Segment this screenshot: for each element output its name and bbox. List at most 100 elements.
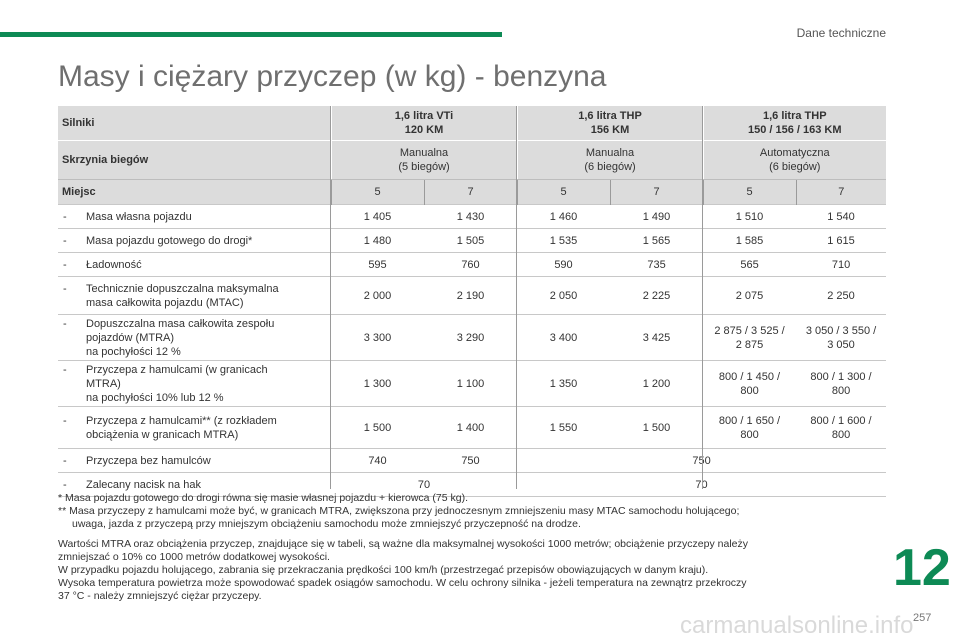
top-accent-bar [0,32,502,37]
table-row: -Zalecany nacisk na hak 70 70 [58,472,887,497]
value-cell: 1 535 [517,228,610,253]
value-cell: 1 200 [610,360,704,407]
value-cell: 1 400 [424,406,517,449]
gearbox-header: Manualna (5 biegów) [331,140,518,180]
value-cell: 1 350 [517,360,610,407]
row-label: Silniki [58,106,332,141]
column-divider [516,106,517,489]
table-row: - Dopuszczalna masa całkowita zespołu poja… [58,314,887,361]
chapter-number: 12 [893,539,951,597]
engine-header: 1,6 litra VTi 120 KM [331,106,518,141]
row-label: - Ładowność [58,252,331,277]
page-number: 257 [913,612,932,624]
row-label: - Zalecany nacisk na hak [58,472,331,497]
row-label: - Masa własna pojazdu [58,204,331,229]
seats-cell: 7 [610,179,704,205]
row-label: - Przyczepa z hamulcami (w granicach MTRA)… [58,360,331,407]
value-cell: 1 565 [610,228,704,253]
value-cell: 735 [610,252,704,277]
row-label: - Dopuszczalna masa całkowita zespołu poja… [58,314,331,361]
value-cell: 800 / 1 600 /800 [796,406,887,449]
value-cell: 1 480 [331,228,424,253]
value-cell: 590 [517,252,610,277]
footnotes: * Masa pojazdu gotowego do drogi równa s… [58,492,888,603]
value-cell: 2 225 [610,276,704,315]
watermark: carmanualsonline.info [680,612,914,639]
note-paragraph: Wysoka temperatura powietrza może spowod… [58,577,747,589]
value-cell: 70 [331,472,517,497]
value-cell: 3 050 / 3 550 /3 050 [796,314,887,361]
column-divider [330,106,331,489]
value-cell: 2 875 / 3 525 /2 875 [703,314,797,361]
section-name: Dane techniczne [796,26,886,40]
row-label: Skrzynia biegów [58,140,332,180]
engine-header: 1,6 litra THP 150 / 156 / 163 KM [703,106,887,141]
value-cell: 800 / 1 300 /800 [796,360,887,407]
table-row: - Przyczepa z hamulcami** (z rozkładem obc… [58,406,887,449]
seats-cell: 5 [703,179,797,205]
seats-cell: 5 [517,179,611,205]
value-cell: 1 505 [424,228,517,253]
value-cell: 565 [703,252,797,277]
value-cell: 710 [796,252,887,277]
value-cell: 3 300 [331,314,424,361]
value-cell: 1 100 [424,360,517,407]
row-label: - Przyczepa bez hamulców [58,448,331,473]
row-label: Miejsc [58,179,332,205]
note-paragraph: W przypadku pojazdu holującego, zabrania… [58,564,709,576]
value-cell: 2 190 [424,276,517,315]
value-cell: 750 [517,448,887,473]
table-row: - Przyczepa z hamulcami (w granicach MTRA)… [58,360,887,407]
value-cell: 3 425 [610,314,704,361]
value-cell: 1 550 [517,406,610,449]
value-cell: 1 510 [703,204,797,229]
gearbox-header: Automatyczna (6 biegów) [703,140,887,180]
table-row: -Przyczepa bez hamulców 740 750 750 [58,448,887,473]
value-cell: 1 615 [796,228,887,253]
row-label: - Technicznie dopuszczalna maksymalna masa… [58,276,331,315]
value-cell: 1 460 [517,204,610,229]
table-row: - Ładowność 595 760 590 735 565 710 [58,252,887,277]
footnote: uwaga, jazda z przyczepą przy mniejszym … [72,518,581,530]
column-divider [702,106,703,489]
seats-row: Miejsc 5 7 5 7 5 7 [58,179,887,205]
note-paragraph: 37 °C - należy zmniejszyć ciężar przycze… [58,590,262,602]
seats-cell: 7 [796,179,887,205]
value-cell: 750 [424,448,517,473]
table-row: - Masa pojazdu gotowego do drogi* 1 480 1… [58,228,887,253]
engine-header: 1,6 litra THP 156 KM [517,106,704,141]
gearbox-row: Skrzynia biegów Manualna (5 biegów) Manua… [58,140,887,180]
engines-row: Silniki 1,6 litra VTi 120 KM 1,6 litra TH… [58,106,887,141]
value-cell: 595 [331,252,424,277]
value-cell: 800 / 1 450 /800 [703,360,797,407]
value-cell: 1 405 [331,204,424,229]
footnote: ** Masa przyczepy z hamulcami może być, … [58,505,740,517]
value-cell: 70 [517,472,887,497]
value-cell: 1 500 [331,406,424,449]
table-row: - Technicznie dopuszczalna maksymalna masa… [58,276,887,315]
value-cell: 1 540 [796,204,887,229]
value-cell: 2 250 [796,276,887,315]
gearbox-header: Manualna (6 biegów) [517,140,704,180]
value-cell: 1 430 [424,204,517,229]
value-cell: 760 [424,252,517,277]
seats-cell: 7 [424,179,518,205]
seats-cell: 5 [331,179,425,205]
value-cell: 800 / 1 650 /800 [703,406,797,449]
value-cell: 2 075 [703,276,797,315]
row-label: - Przyczepa z hamulcami** (z rozkładem obc… [58,406,331,449]
value-cell: 1 300 [331,360,424,407]
row-label: - Masa pojazdu gotowego do drogi* [58,228,331,253]
weights-table: Silniki 1,6 litra VTi 120 KM 1,6 litra TH… [58,106,887,497]
value-cell: 1 490 [610,204,704,229]
note-paragraph: Wartości MTRA oraz obciążenia przyczep, … [58,538,748,550]
note-paragraph: zmniejszać o 10% co 1000 metrów dodatkow… [58,551,330,563]
table-row: - Masa własna pojazdu 1 405 1 430 1 460 1… [58,204,887,229]
value-cell: 740 [331,448,424,473]
value-cell: 3 400 [517,314,610,361]
footnote: * Masa pojazdu gotowego do drogi równa s… [58,492,469,504]
value-cell: 2 000 [331,276,424,315]
value-cell: 1 500 [610,406,704,449]
value-cell: 3 290 [424,314,517,361]
value-cell: 1 585 [703,228,797,253]
